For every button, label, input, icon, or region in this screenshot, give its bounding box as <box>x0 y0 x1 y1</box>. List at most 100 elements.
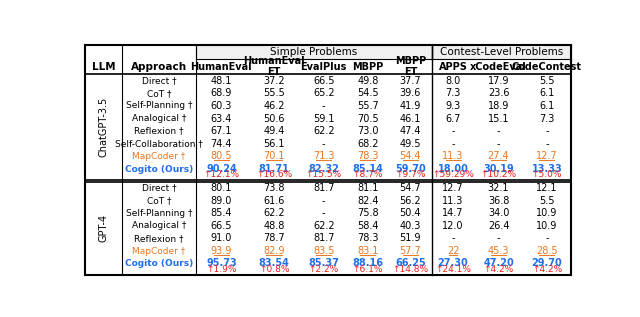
Text: GPT-4: GPT-4 <box>99 214 108 242</box>
Text: ↑10.2%: ↑10.2% <box>481 170 516 179</box>
Text: ↑59.29%: ↑59.29% <box>432 170 474 179</box>
Text: -: - <box>451 233 455 243</box>
Text: 62.2: 62.2 <box>263 208 285 218</box>
Text: 70.5: 70.5 <box>357 113 379 124</box>
Text: 93.9: 93.9 <box>211 246 232 256</box>
Text: CoT †: CoT † <box>147 89 171 98</box>
Text: ↑9.7%: ↑9.7% <box>395 170 426 179</box>
Text: 29.70: 29.70 <box>531 258 563 268</box>
Text: 12.0: 12.0 <box>442 221 464 231</box>
Text: 47.4: 47.4 <box>400 126 421 136</box>
Text: 62.2: 62.2 <box>313 221 335 231</box>
Text: MapCoder †: MapCoder † <box>132 152 186 161</box>
Text: -: - <box>322 101 326 111</box>
Text: 7.3: 7.3 <box>445 88 461 98</box>
Text: 71.3: 71.3 <box>313 152 335 161</box>
Text: -: - <box>451 126 455 136</box>
Text: -: - <box>497 139 500 149</box>
Text: 91.0: 91.0 <box>211 233 232 243</box>
Text: ↑6.1%: ↑6.1% <box>353 265 383 274</box>
Text: 80.5: 80.5 <box>211 152 232 161</box>
Text: Contest-Level Problems: Contest-Level Problems <box>440 47 563 57</box>
Text: 48.8: 48.8 <box>263 221 285 231</box>
Text: 10.9: 10.9 <box>536 221 557 231</box>
Text: -: - <box>451 139 455 149</box>
Text: 26.4: 26.4 <box>488 221 509 231</box>
Bar <box>432 45 571 59</box>
Text: Cogito (Ours): Cogito (Ours) <box>125 165 193 174</box>
Text: 45.3: 45.3 <box>488 246 509 256</box>
Text: 14.7: 14.7 <box>442 208 464 218</box>
Text: 37.7: 37.7 <box>399 76 421 86</box>
Text: 85.4: 85.4 <box>211 208 232 218</box>
Text: ↑0.8%: ↑0.8% <box>259 265 289 274</box>
Bar <box>196 45 432 59</box>
Text: Analogical †: Analogical † <box>132 221 186 230</box>
Text: 83.54: 83.54 <box>259 258 289 268</box>
Text: ↑5.0%: ↑5.0% <box>532 170 562 179</box>
Text: Approach: Approach <box>131 62 187 72</box>
Text: 18.00: 18.00 <box>438 164 468 174</box>
Text: ↑4.2%: ↑4.2% <box>483 265 514 274</box>
Text: 30.19: 30.19 <box>483 164 514 174</box>
Text: 27.4: 27.4 <box>488 152 509 161</box>
Text: 59.70: 59.70 <box>395 164 426 174</box>
Text: ↑15.5%: ↑15.5% <box>306 170 342 179</box>
Text: 40.3: 40.3 <box>400 221 421 231</box>
Text: ↑1.9%: ↑1.9% <box>206 265 237 274</box>
Text: 59.1: 59.1 <box>313 113 335 124</box>
Text: 85.14: 85.14 <box>353 164 383 174</box>
Text: 75.8: 75.8 <box>357 208 379 218</box>
Text: 60.3: 60.3 <box>211 101 232 111</box>
Text: Cogito (Ours): Cogito (Ours) <box>125 260 193 268</box>
Text: ↑12.1%: ↑12.1% <box>204 170 239 179</box>
Text: 18.9: 18.9 <box>488 101 509 111</box>
Text: 13.33: 13.33 <box>531 164 563 174</box>
Text: ChatGPT-3.5: ChatGPT-3.5 <box>99 97 108 158</box>
Text: 70.1: 70.1 <box>263 152 285 161</box>
Text: 10.9: 10.9 <box>536 208 557 218</box>
Text: 81.7: 81.7 <box>313 233 335 243</box>
Text: 5.5: 5.5 <box>539 76 555 86</box>
Text: CodeContest: CodeContest <box>512 62 582 72</box>
Text: 41.9: 41.9 <box>400 101 421 111</box>
Text: ↑8.7%: ↑8.7% <box>353 170 383 179</box>
Text: 95.73: 95.73 <box>206 258 237 268</box>
Text: 55.5: 55.5 <box>263 88 285 98</box>
Text: -: - <box>545 139 548 149</box>
Text: 11.3: 11.3 <box>442 196 464 206</box>
Text: EvalPlus: EvalPlus <box>301 62 347 72</box>
Text: 32.1: 32.1 <box>488 183 509 193</box>
Text: 66.25: 66.25 <box>395 258 426 268</box>
Text: CoT †: CoT † <box>147 196 171 205</box>
Text: Reflexion †: Reflexion † <box>134 234 184 243</box>
Text: 11.3: 11.3 <box>442 152 464 161</box>
Text: 73.0: 73.0 <box>357 126 378 136</box>
Text: 47.20: 47.20 <box>483 258 514 268</box>
Text: Self-Collaboration †: Self-Collaboration † <box>115 139 203 148</box>
Text: 6.7: 6.7 <box>445 113 461 124</box>
Text: Simple Problems: Simple Problems <box>270 47 357 57</box>
Text: 39.6: 39.6 <box>400 88 421 98</box>
Text: 17.9: 17.9 <box>488 76 509 86</box>
Text: 78.7: 78.7 <box>263 233 285 243</box>
Text: 12.7: 12.7 <box>442 183 464 193</box>
Text: 61.6: 61.6 <box>263 196 285 206</box>
Text: 50.6: 50.6 <box>263 113 285 124</box>
Text: -: - <box>497 126 500 136</box>
Text: 78.3: 78.3 <box>357 233 378 243</box>
Text: 51.9: 51.9 <box>400 233 421 243</box>
Text: Analogical †: Analogical † <box>132 114 186 123</box>
Text: xCodeEval: xCodeEval <box>470 62 527 72</box>
Text: 90.24: 90.24 <box>206 164 237 174</box>
Text: 54.4: 54.4 <box>400 152 421 161</box>
Text: -: - <box>497 233 500 243</box>
Text: 48.1: 48.1 <box>211 76 232 86</box>
Text: ↑24.1%: ↑24.1% <box>435 265 471 274</box>
Text: 46.2: 46.2 <box>263 101 285 111</box>
Text: 27.30: 27.30 <box>438 258 468 268</box>
Text: 28.5: 28.5 <box>536 246 557 256</box>
Text: -: - <box>322 196 326 206</box>
Text: MapCoder †: MapCoder † <box>132 247 186 256</box>
Text: 62.2: 62.2 <box>313 126 335 136</box>
